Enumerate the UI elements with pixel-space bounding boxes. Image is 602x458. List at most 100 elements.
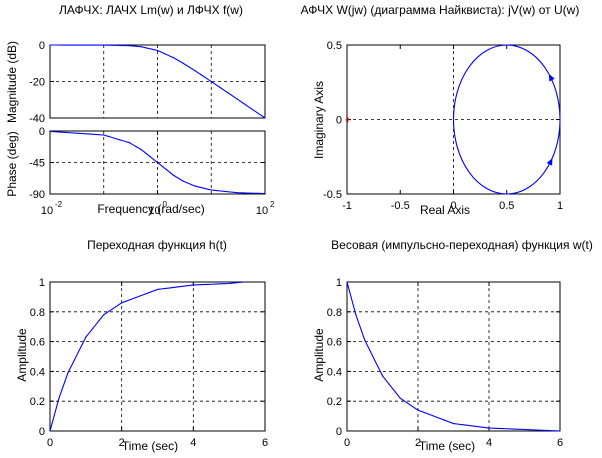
- critical-point-marker: +: [345, 115, 351, 127]
- impulse-point: [523, 428, 526, 431]
- impulse-point: [559, 430, 561, 432]
- y-tick-label: 0.6: [30, 337, 45, 349]
- x-tick-label: 4: [486, 437, 492, 449]
- step-plot-area: [49, 281, 266, 432]
- step-point: [58, 397, 60, 399]
- x-tick-label: 0: [450, 200, 456, 212]
- x-tick-exponent: 0: [163, 200, 168, 209]
- arrow-lower: [546, 157, 553, 166]
- magnitude-point: [156, 49, 159, 52]
- impulse-point: [355, 314, 357, 316]
- y-tick-label: 0.2: [30, 396, 45, 408]
- y-axis-label: Imaginary Axis: [312, 81, 326, 159]
- magnitude-point: [49, 44, 51, 46]
- y-tick-label: 0: [39, 126, 45, 138]
- x-tick-label: 4: [190, 437, 196, 449]
- phase-point: [103, 134, 105, 136]
- impulse-point: [364, 339, 366, 341]
- x-tick-label: 0: [47, 437, 53, 449]
- phase-point: [236, 192, 238, 194]
- step-point: [85, 336, 87, 338]
- chart-title: Переходная функция h(t): [87, 238, 227, 252]
- x-axis-label: Time (sec): [122, 439, 178, 453]
- arrow-upper: [548, 73, 555, 82]
- phase-point: [173, 174, 175, 176]
- magnitude-point: [236, 98, 238, 100]
- y-tick-label: 0.6: [327, 337, 342, 349]
- step-point: [67, 372, 69, 374]
- impulse-point: [381, 375, 384, 377]
- chart-title: ЛАФЧХ: ЛАЧХ Lm(w) и ЛФЧХ f(w): [59, 3, 243, 17]
- x-tick-label: 1: [557, 200, 563, 212]
- y-tick-label: -45: [29, 158, 45, 170]
- impulse-point: [346, 281, 348, 283]
- chart-title: Весовая (импульсно-переходная) функция w…: [331, 238, 593, 252]
- step-point: [192, 284, 194, 286]
- step-response-line: [49, 281, 244, 432]
- impulse-response-line: [346, 281, 561, 432]
- magnitude-point: [264, 117, 266, 119]
- impulse-point: [488, 427, 490, 429]
- magnitude-point: [140, 46, 142, 48]
- phase-point: [128, 142, 130, 144]
- chart-title: АФЧХ W(jw) (диаграмма Найквиста): jV(w) …: [301, 3, 580, 17]
- impulse-point: [452, 422, 455, 425]
- nyquist-curve: [452, 44, 561, 195]
- phase-point: [210, 189, 212, 191]
- y-tick-label: 0.2: [327, 396, 342, 408]
- magnitude-point: [210, 80, 212, 83]
- phase-point: [140, 149, 142, 151]
- x-tick-label: -1: [342, 200, 352, 212]
- y-tick-label: -20: [29, 77, 45, 89]
- x-tick-label: 0: [344, 437, 350, 449]
- y-tick-label: -0.5: [323, 189, 342, 201]
- step-axes: 1 0.8 0.6 0.4 0.2 00 2 4 6 Переходная функция h(t…: [15, 238, 268, 453]
- impulse-axes: 1 0.8 0.6 0.4 0.2 00 2 4 6 Весовая (импульсно-пер…: [312, 238, 593, 453]
- y-axis-label-phase: Phase (deg): [5, 131, 19, 196]
- x-tick-base: 10: [41, 205, 53, 217]
- y-axis-label: Magnitude (dB): [5, 41, 19, 123]
- mag-axes: 0 -20 -40 ЛАФЧХ: ЛАЧХ Lm(w) и ЛФЧХ f(w) Magn…: [5, 3, 266, 125]
- magnitude-point: [194, 70, 196, 72]
- step-point: [156, 288, 159, 291]
- step-point: [49, 430, 51, 432]
- step-point: [242, 281, 245, 283]
- y-tick-label: -40: [29, 113, 45, 125]
- y-tick-label: -90: [29, 189, 45, 201]
- phase-point: [182, 180, 184, 182]
- y-tick-label: 0: [336, 115, 342, 127]
- magnitude-point: [103, 44, 105, 46]
- x-tick-label: -0.5: [391, 200, 410, 212]
- x-tick-label: 6: [262, 437, 268, 449]
- y-tick-label: 1: [39, 277, 45, 289]
- y-tick-label: 0: [39, 426, 45, 438]
- x-axis-label: Frequency (rad/sec): [97, 202, 204, 216]
- y-axis-label: Amplitude: [312, 328, 326, 382]
- x-tick-label: 102: [256, 200, 275, 217]
- x-tick-label: 6: [557, 437, 563, 449]
- x-tick-base: 10: [148, 205, 160, 217]
- step-point: [121, 302, 123, 304]
- x-tick-label: 2: [415, 437, 421, 449]
- x-tick-label: 10-2: [41, 200, 63, 217]
- x-tick-exponent: -2: [55, 200, 63, 209]
- magnitude-point: [173, 57, 175, 59]
- impulse-point: [417, 409, 419, 411]
- y-tick-label: 0.8: [30, 307, 45, 319]
- x-axis-label: Real Axis: [420, 203, 470, 217]
- magnitude-point: [182, 62, 184, 64]
- x-tick-exponent: 2: [270, 200, 275, 209]
- y-tick-label: 0.4: [327, 366, 342, 378]
- y-tick-label: 0: [336, 426, 342, 438]
- magnitude-point: [128, 45, 130, 47]
- step-point: [228, 282, 230, 285]
- x-tick-label: 0.5: [499, 200, 514, 212]
- step-point: [103, 314, 105, 316]
- y-tick-label: 1: [336, 277, 342, 289]
- y-tick-label: 0.8: [327, 307, 342, 319]
- impulse-plot-area: [346, 281, 561, 432]
- y-tick-label: 0: [39, 40, 45, 52]
- x-axis-label: Time (sec): [419, 439, 475, 453]
